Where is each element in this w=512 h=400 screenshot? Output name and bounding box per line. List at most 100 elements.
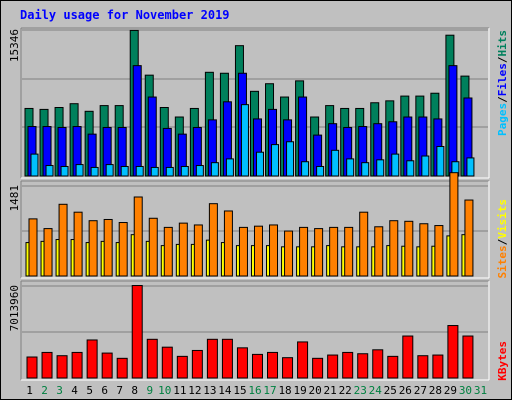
kbytes-bar (26, 356, 38, 379)
sites-bar (253, 225, 263, 277)
sites-bar (464, 199, 474, 277)
kbytes-bar (71, 351, 83, 379)
x-tick-label-day: 4 (71, 384, 78, 397)
pages-bar (436, 146, 445, 177)
kbytes-bar (131, 285, 143, 379)
sites-bar (359, 211, 369, 277)
sites-bar (178, 222, 188, 277)
kbytes-bar (191, 349, 203, 379)
sites-bar (43, 228, 53, 277)
x-tick-label-day: 1 (26, 384, 33, 397)
legend-item: Sites (496, 245, 509, 278)
x-tick-label-day: 25 (384, 384, 397, 397)
legend-kbytes: KBytes (496, 341, 509, 381)
files-bar (147, 96, 157, 177)
x-tick-label-day: 9 (146, 384, 153, 397)
sites-bar (374, 226, 384, 277)
pages-bar (90, 166, 99, 177)
x-tick-label-day: 30 (459, 384, 472, 397)
sites-bar (163, 226, 173, 277)
x-tick-label-day: 31 (474, 384, 487, 397)
pages-bar (301, 161, 310, 177)
x-tick-label-day: 26 (399, 384, 412, 397)
kbytes-bar (161, 346, 173, 379)
kbytes-bar (297, 341, 309, 379)
pages-bar (271, 144, 280, 177)
sites-bar (449, 172, 459, 277)
legend-item: / (496, 96, 509, 103)
pages-bar (331, 149, 340, 177)
kbytes-bar (41, 351, 53, 379)
sites-bar (238, 226, 248, 277)
sites-bar (419, 223, 429, 277)
x-tick-label-day: 10 (158, 384, 171, 397)
x-tick-label-day: 11 (173, 384, 186, 397)
sites-bar (73, 211, 83, 277)
files-bar (132, 65, 142, 177)
kbytes-bar (56, 355, 68, 379)
legend-visits-sites: Sites/Visits (496, 199, 509, 279)
legend-item: Pages (496, 103, 509, 136)
pages-bar (165, 166, 174, 177)
pages-bar (225, 158, 234, 177)
pages-bar (30, 153, 39, 177)
pages-bar (361, 162, 370, 177)
x-tick-label-day: 14 (218, 384, 232, 397)
kbytes-bar (447, 325, 459, 379)
sites-bar (193, 224, 203, 277)
legend-item: / (496, 238, 509, 245)
kbytes-bar (462, 335, 474, 379)
sites-bar (88, 220, 98, 277)
pages-bar (406, 160, 415, 177)
sites-bar (103, 218, 113, 277)
pages-bar (195, 165, 204, 177)
sites-bar (344, 226, 354, 277)
pages-bar (60, 165, 69, 177)
kbytes-bar (176, 355, 188, 379)
pages-bar (376, 159, 385, 177)
kbytes-bar (146, 338, 158, 379)
sites-bar (269, 224, 279, 277)
x-tick-label-day: 23 (354, 384, 367, 397)
x-tick-label-day: 28 (429, 384, 442, 397)
sites-bar (148, 217, 158, 277)
sites-bar (223, 210, 233, 277)
pages-bar (391, 153, 400, 177)
x-tick-label-day: 18 (278, 384, 291, 397)
x-tick-label-day: 12 (188, 384, 201, 397)
kbytes-bar (236, 347, 248, 379)
pages-bar (180, 165, 189, 177)
kbytes-bar (372, 349, 384, 379)
legend-item: KBytes (496, 341, 509, 381)
pages-bar (210, 162, 219, 177)
x-tick-label-day: 20 (309, 384, 322, 397)
legend-item: Files (496, 63, 509, 96)
y-tick-label-visits-sites: 1481 (8, 185, 21, 212)
x-tick-label-day: 29 (444, 384, 457, 397)
kbytes-bar (221, 338, 233, 379)
x-tick-label-day: 7 (116, 384, 123, 397)
pages-bar (105, 164, 114, 177)
pages-bar (45, 165, 54, 177)
sites-bar (208, 203, 218, 277)
pages-bar (120, 165, 129, 177)
kbytes-bar (267, 351, 279, 379)
x-tick-label-day: 27 (414, 384, 427, 397)
x-tick-label-day: 8 (131, 384, 138, 397)
kbytes-bar (327, 354, 339, 379)
pages-bar (421, 155, 430, 177)
pages-bar (466, 157, 475, 177)
sites-bar (284, 230, 294, 277)
chart-title: Daily usage for November 2019 (20, 8, 230, 22)
sites-bar (329, 226, 339, 277)
pages-bar (255, 151, 264, 177)
x-tick-label-day: 24 (369, 384, 383, 397)
sites-bar (434, 225, 444, 277)
x-tick-label-day: 13 (203, 384, 216, 397)
x-tick-label-day: 5 (86, 384, 93, 397)
pages-bar (316, 165, 325, 177)
kbytes-bar (206, 338, 218, 379)
pages-bar (75, 164, 84, 177)
x-tick-label-day: 17 (263, 384, 276, 397)
